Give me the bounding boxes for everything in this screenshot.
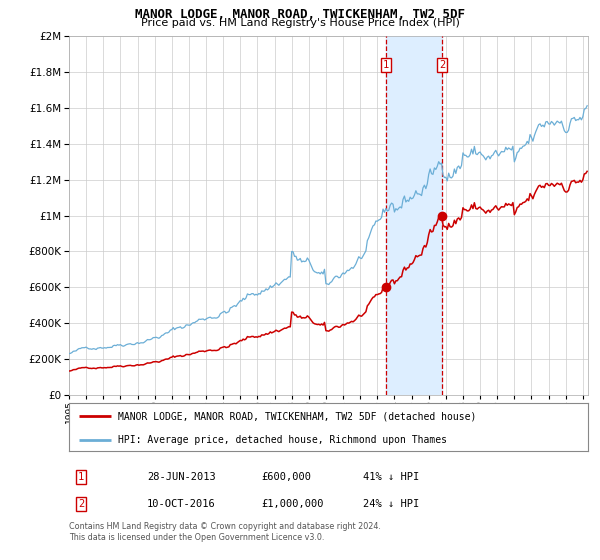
Text: 28-JUN-2013: 28-JUN-2013 <box>147 472 216 482</box>
Text: MANOR LODGE, MANOR ROAD, TWICKENHAM, TW2 5DF: MANOR LODGE, MANOR ROAD, TWICKENHAM, TW2… <box>135 8 465 21</box>
Text: 2: 2 <box>439 60 445 69</box>
Text: Price paid vs. HM Land Registry's House Price Index (HPI): Price paid vs. HM Land Registry's House … <box>140 18 460 29</box>
Text: £1,000,000: £1,000,000 <box>261 499 323 509</box>
Text: 1: 1 <box>78 472 84 482</box>
Text: 41% ↓ HPI: 41% ↓ HPI <box>363 472 419 482</box>
Text: £600,000: £600,000 <box>261 472 311 482</box>
Text: 24% ↓ HPI: 24% ↓ HPI <box>363 499 419 509</box>
Text: 1: 1 <box>383 60 389 69</box>
Text: 10-OCT-2016: 10-OCT-2016 <box>147 499 216 509</box>
Text: MANOR LODGE, MANOR ROAD, TWICKENHAM, TW2 5DF (detached house): MANOR LODGE, MANOR ROAD, TWICKENHAM, TW2… <box>118 411 476 421</box>
Text: HPI: Average price, detached house, Richmond upon Thames: HPI: Average price, detached house, Rich… <box>118 435 448 445</box>
Text: This data is licensed under the Open Government Licence v3.0.: This data is licensed under the Open Gov… <box>69 533 325 542</box>
Text: Contains HM Land Registry data © Crown copyright and database right 2024.: Contains HM Land Registry data © Crown c… <box>69 522 381 531</box>
Text: 2: 2 <box>78 499 84 509</box>
Bar <box>386 36 442 395</box>
